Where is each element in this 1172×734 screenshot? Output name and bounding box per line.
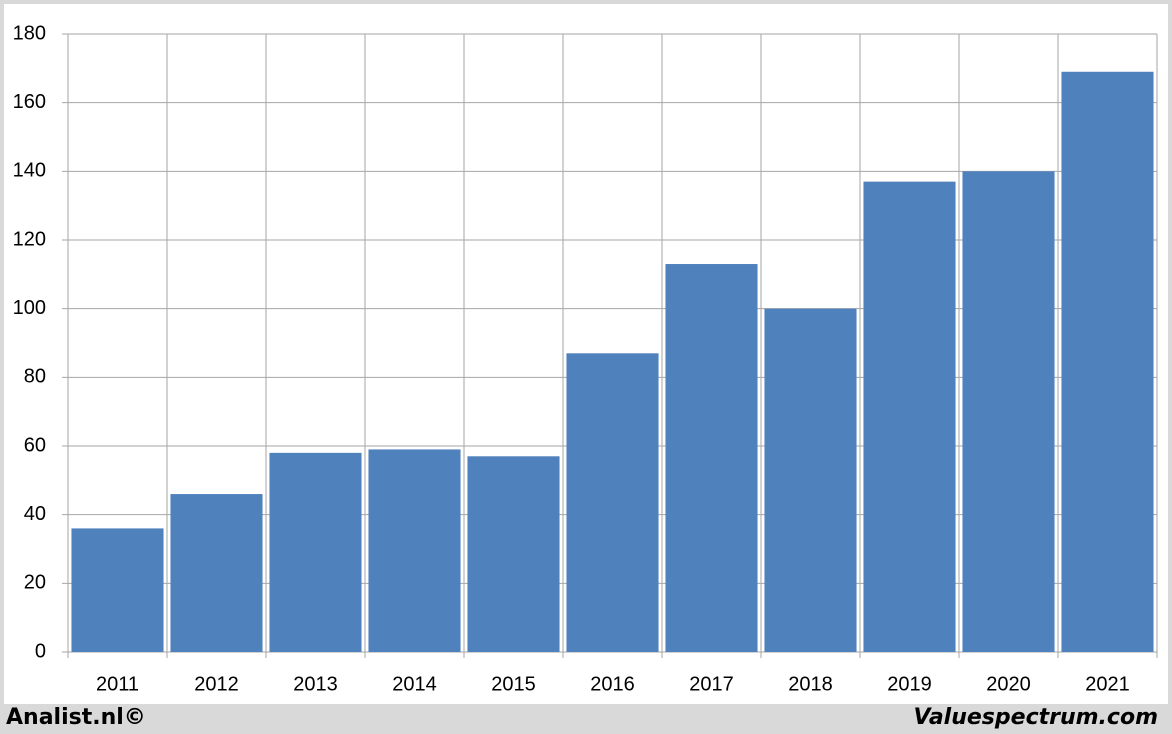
bar [269, 452, 362, 652]
bar [764, 308, 857, 652]
bar [170, 494, 263, 652]
x-tick-label: 2014 [392, 673, 437, 695]
footer-right: Valuespectrum.com [914, 705, 1158, 730]
bar [467, 456, 560, 652]
y-tick-label: 0 [35, 640, 46, 662]
y-tick-label: 40 [24, 503, 46, 525]
bar [962, 171, 1055, 653]
y-tick-label: 60 [24, 434, 46, 456]
x-tick-label: 2016 [590, 673, 635, 695]
x-tick-label: 2012 [194, 673, 239, 695]
y-tick-label: 120 [13, 228, 46, 250]
x-tick-label: 2019 [887, 673, 932, 695]
x-tick-label: 2015 [491, 673, 536, 695]
y-tick-label: 100 [13, 297, 46, 319]
x-tick-label: 2013 [293, 673, 338, 695]
bar [566, 353, 659, 652]
y-tick-label: 80 [24, 366, 46, 388]
footer-left: Analist.nl© [6, 705, 146, 730]
bar [368, 449, 461, 652]
x-tick-label: 2017 [689, 673, 734, 695]
y-tick-label: 160 [13, 91, 46, 113]
x-tick-label: 2011 [96, 673, 139, 695]
x-tick-label: 2018 [788, 673, 833, 695]
y-tick-label: 20 [24, 572, 46, 594]
x-tick-label: 2021 [1085, 673, 1130, 695]
bar [863, 181, 956, 652]
bar [71, 528, 164, 652]
y-tick-label: 140 [13, 160, 46, 182]
x-tick-label: 2020 [986, 673, 1031, 695]
bar [1061, 71, 1154, 653]
bar [665, 264, 758, 652]
y-tick-label: 180 [13, 22, 46, 44]
